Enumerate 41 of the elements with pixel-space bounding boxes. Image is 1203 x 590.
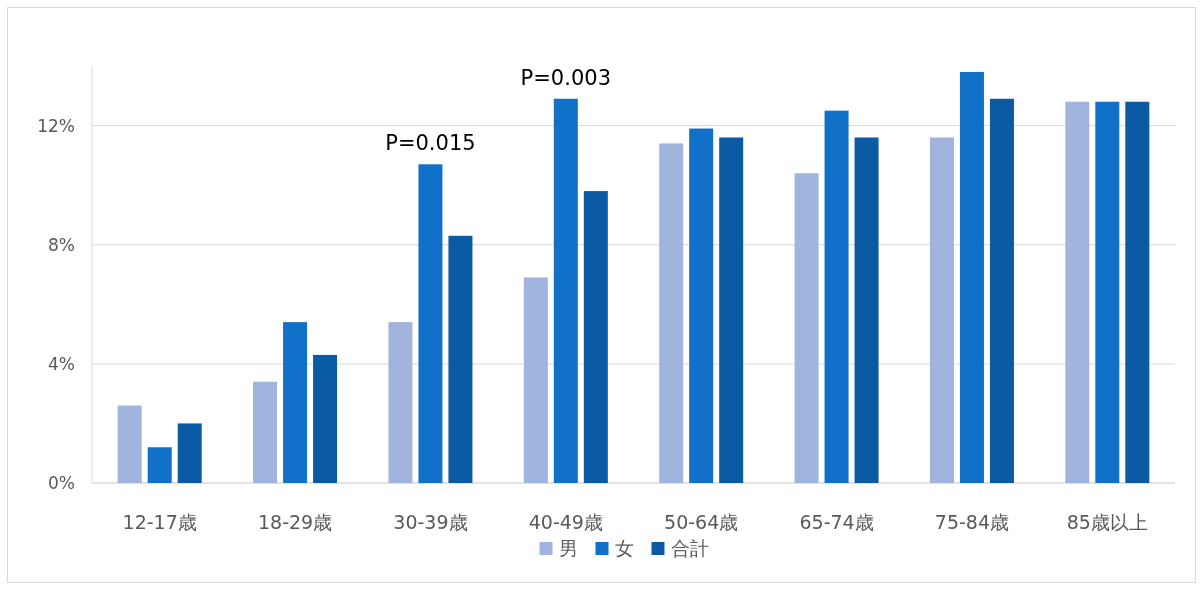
x-tick-label: 40-49歳 [528,511,603,533]
bar [177,423,202,483]
x-tick-label: 50-64歳 [664,511,739,533]
y-tick-label: 4% [48,353,75,374]
x-tick-label: 18-29歳 [257,511,333,533]
bar [388,322,413,483]
legend-label: 女 [614,537,634,559]
x-tick-label: 75-84歳 [934,511,1010,533]
y-tick-label: 8% [48,234,75,255]
bar [523,277,548,483]
bar [1095,101,1120,483]
x-tick-label: 12-17歳 [122,511,197,533]
bar [854,137,879,483]
bar [689,128,714,483]
bar [117,405,142,483]
legend-label: 男 [558,537,578,559]
y-tick-label: 0% [48,473,75,493]
bar [1125,101,1150,483]
annotation: P=0.015 [385,131,476,156]
bar [1065,101,1090,483]
x-tick-label: 30-39歳 [393,511,468,533]
bar [959,71,984,483]
bar [719,137,744,483]
bar [659,143,684,483]
bar [583,191,608,483]
bar [283,322,308,483]
x-tick-label: 85歳以上 [1066,511,1148,533]
bar [418,164,443,483]
bar [794,173,819,483]
bar [313,354,338,483]
y-tick-label: 12% [37,115,75,136]
bar [929,137,954,483]
legend-label: 合計 [670,537,709,559]
bar [147,447,172,483]
bar [448,235,473,483]
bar [824,110,849,483]
bar [989,98,1014,483]
bar [553,98,578,483]
annotation: P=0.003 [520,65,612,90]
x-tick-label: 65-74歳 [799,511,874,533]
bar [253,381,278,483]
